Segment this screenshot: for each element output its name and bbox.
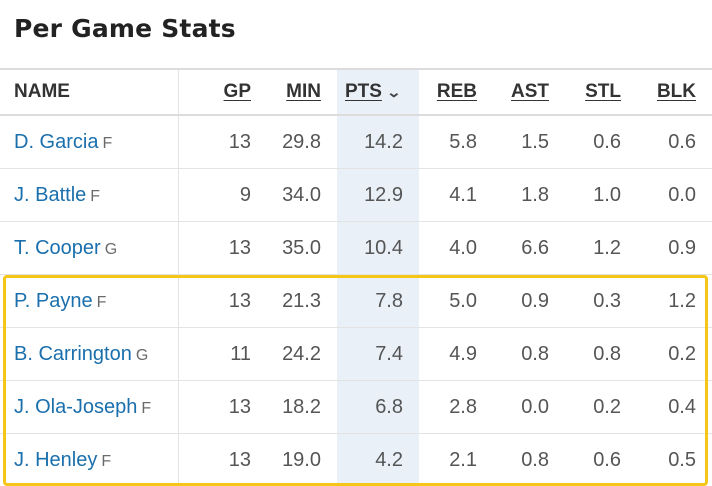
- cell-ast: 0.0: [493, 380, 565, 434]
- column-header-name: NAME: [0, 68, 179, 116]
- cell-blk: 0.4: [637, 380, 712, 434]
- column-header-ast[interactable]: AST: [493, 68, 565, 116]
- player-position: F: [102, 134, 113, 152]
- cell-ast: 0.8: [521, 448, 549, 471]
- player-cell: J. Battle F: [0, 168, 179, 222]
- player-name-link[interactable]: P. Payne: [14, 289, 93, 312]
- player-cell: J. Ola-Joseph F: [0, 380, 179, 434]
- cell-blk: 0.5: [668, 448, 696, 471]
- cell-reb: 2.8: [419, 380, 493, 434]
- cell-gp: 9: [178, 168, 267, 222]
- player-name-link[interactable]: D. Garcia: [14, 130, 99, 153]
- player-position: F: [101, 452, 112, 470]
- table-row: P. Payne F 13 21.3 7.8 5.0 0.9 0.3 1.2: [0, 274, 712, 328]
- cell-gp: 11: [178, 327, 267, 381]
- cell-pts: 7.8: [337, 274, 419, 328]
- column-header-min[interactable]: MIN: [267, 68, 337, 116]
- cell-reb: 5.0: [419, 274, 493, 328]
- cell-blk: 1.2: [637, 274, 712, 328]
- cell-reb: 4.9: [419, 327, 493, 381]
- player-cell: P. Payne F: [0, 274, 179, 328]
- player-cell: J. Henley F: [0, 433, 179, 486]
- table-row: T. Cooper G 13 35.0 10.4 4.0 6.6 1.2 0.9: [0, 221, 712, 275]
- cell-reb: 2.1: [449, 448, 477, 471]
- cell-gp: 13: [178, 380, 267, 434]
- header-row: NAME GP MIN PTS ⌄ REB AST STL BLK: [0, 68, 712, 116]
- cell-ast: 0.9: [493, 274, 565, 328]
- cell-stl: 1.0: [565, 168, 637, 222]
- cell-stl: 0.6: [565, 115, 637, 169]
- player-cell: T. Cooper G: [0, 221, 179, 275]
- page-title: Per Game Stats: [14, 14, 236, 43]
- cell-gp: 13: [178, 274, 267, 328]
- player-name-link[interactable]: T. Cooper: [14, 236, 101, 259]
- cell-min: 29.8: [267, 115, 337, 169]
- cell-pts: 7.4: [337, 327, 419, 381]
- cell-blk: 0.9: [637, 221, 712, 275]
- table-row: J. Battle F 9 34.0 12.9 4.1 1.8 1.0 0.0: [0, 168, 712, 222]
- column-header-blk[interactable]: BLK: [637, 68, 712, 116]
- cell-pts: 6.8: [337, 380, 419, 434]
- cell-min: 34.0: [267, 168, 337, 222]
- cell-stl: 0.8: [565, 327, 637, 381]
- cell-blk: 0.6: [637, 115, 712, 169]
- cell-gp: 13: [178, 221, 267, 275]
- player-position: G: [104, 240, 118, 258]
- player-name-link[interactable]: J. Henley: [14, 448, 98, 471]
- cell-gp: 13: [228, 448, 251, 471]
- cell-pts: 10.4: [337, 221, 419, 275]
- chevron-down-icon: ⌄: [386, 84, 402, 100]
- cell-reb: 4.0: [419, 221, 493, 275]
- cell-min: 19.0: [282, 448, 321, 471]
- cell-ast: 1.5: [493, 115, 565, 169]
- cell-pts: 12.9: [337, 168, 419, 222]
- cell-pts: 4.2: [337, 433, 419, 486]
- cell-stl: 1.2: [565, 221, 637, 275]
- player-cell: D. Garcia F: [0, 115, 179, 169]
- cell-blk: 0.2: [637, 327, 712, 381]
- cell-min: 35.0: [267, 221, 337, 275]
- table-row: B. Carrington G 11 24.2 7.4 4.9 0.8 0.8 0…: [0, 327, 712, 381]
- cell-stl: 0.2: [565, 380, 637, 434]
- cell-min: 24.2: [267, 327, 337, 381]
- player-position: F: [96, 293, 107, 311]
- column-header-stl[interactable]: STL: [565, 68, 637, 116]
- column-header-gp[interactable]: GP: [178, 68, 267, 116]
- player-name-link[interactable]: J. Ola-Joseph: [14, 395, 138, 418]
- cell-reb: 4.1: [419, 168, 493, 222]
- cell-ast: 0.8: [493, 327, 565, 381]
- cell-min: 18.2: [267, 380, 337, 434]
- player-cell: B. Carrington G: [0, 327, 179, 381]
- player-name-link[interactable]: B. Carrington: [14, 342, 132, 365]
- cell-stl: 0.3: [565, 274, 637, 328]
- table-row: D. Garcia F 13 29.8 14.2 5.8 1.5 0.6 0.6: [0, 115, 712, 169]
- cell-ast: 1.8: [493, 168, 565, 222]
- cell-ast: 6.6: [493, 221, 565, 275]
- player-position: F: [90, 187, 101, 205]
- column-header-pts[interactable]: PTS ⌄: [337, 68, 419, 116]
- cell-min: 21.3: [267, 274, 337, 328]
- cell-gp: 13: [178, 115, 267, 169]
- cell-blk: 0.0: [637, 168, 712, 222]
- cell-pts: 14.2: [337, 115, 419, 169]
- table-row: J. Henley F 13 19.0 4.2 2.1 0.8 0.6 0.5: [0, 433, 712, 486]
- column-header-reb[interactable]: REB: [419, 68, 493, 116]
- stats-table: NAME GP MIN PTS ⌄ REB AST STL BLK D. Garc…: [0, 68, 712, 486]
- cell-reb: 5.8: [419, 115, 493, 169]
- player-position: F: [141, 399, 152, 417]
- player-name-link[interactable]: J. Battle: [14, 183, 87, 206]
- table-row: J. Ola-Joseph F 13 18.2 6.8 2.8 0.0 0.2 0…: [0, 380, 712, 434]
- cell-stl: 0.6: [593, 448, 621, 471]
- player-position: G: [135, 346, 149, 364]
